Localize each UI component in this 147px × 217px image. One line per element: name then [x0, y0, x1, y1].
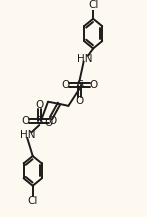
Text: O: O	[75, 96, 83, 106]
Text: Cl: Cl	[89, 0, 99, 10]
Text: HN: HN	[77, 54, 92, 64]
Text: S: S	[76, 80, 83, 90]
Text: O: O	[61, 80, 69, 90]
Text: O: O	[89, 80, 98, 90]
Text: O: O	[35, 100, 43, 110]
Text: O: O	[22, 116, 30, 126]
Text: O: O	[45, 118, 53, 128]
Text: HN: HN	[20, 130, 36, 140]
Text: O: O	[49, 116, 57, 126]
Text: Cl: Cl	[27, 196, 38, 206]
Text: S: S	[36, 116, 43, 126]
